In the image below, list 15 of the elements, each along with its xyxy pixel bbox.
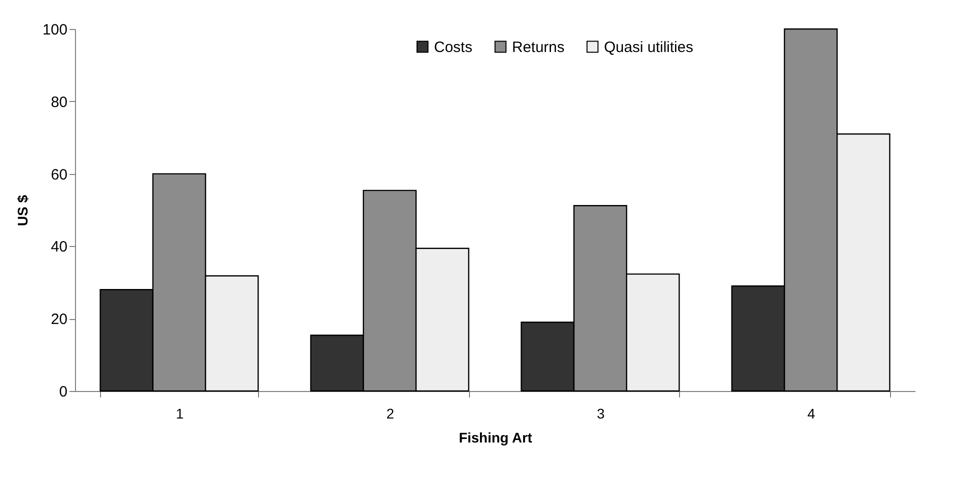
- x-tick-label: 3: [596, 406, 605, 422]
- y-tick-label: 20: [50, 311, 68, 328]
- y-tick-label: 0: [59, 384, 68, 400]
- y-tick-label: 40: [50, 238, 68, 256]
- x-tick-label: 4: [807, 406, 816, 422]
- x-axis-title: Fishing Art: [458, 430, 533, 446]
- y-axis-title: US $: [14, 194, 30, 226]
- legend-label: Costs: [434, 38, 472, 56]
- x-tick-label: 2: [386, 406, 394, 422]
- x-tick-label: 1: [176, 406, 184, 422]
- y-tick-label: 100: [42, 22, 68, 38]
- y-tick-label: 60: [50, 166, 68, 184]
- y-tick-label: 80: [50, 94, 68, 111]
- legend-label: Returns: [512, 38, 565, 56]
- legend-label: Quasi utilities: [604, 38, 694, 56]
